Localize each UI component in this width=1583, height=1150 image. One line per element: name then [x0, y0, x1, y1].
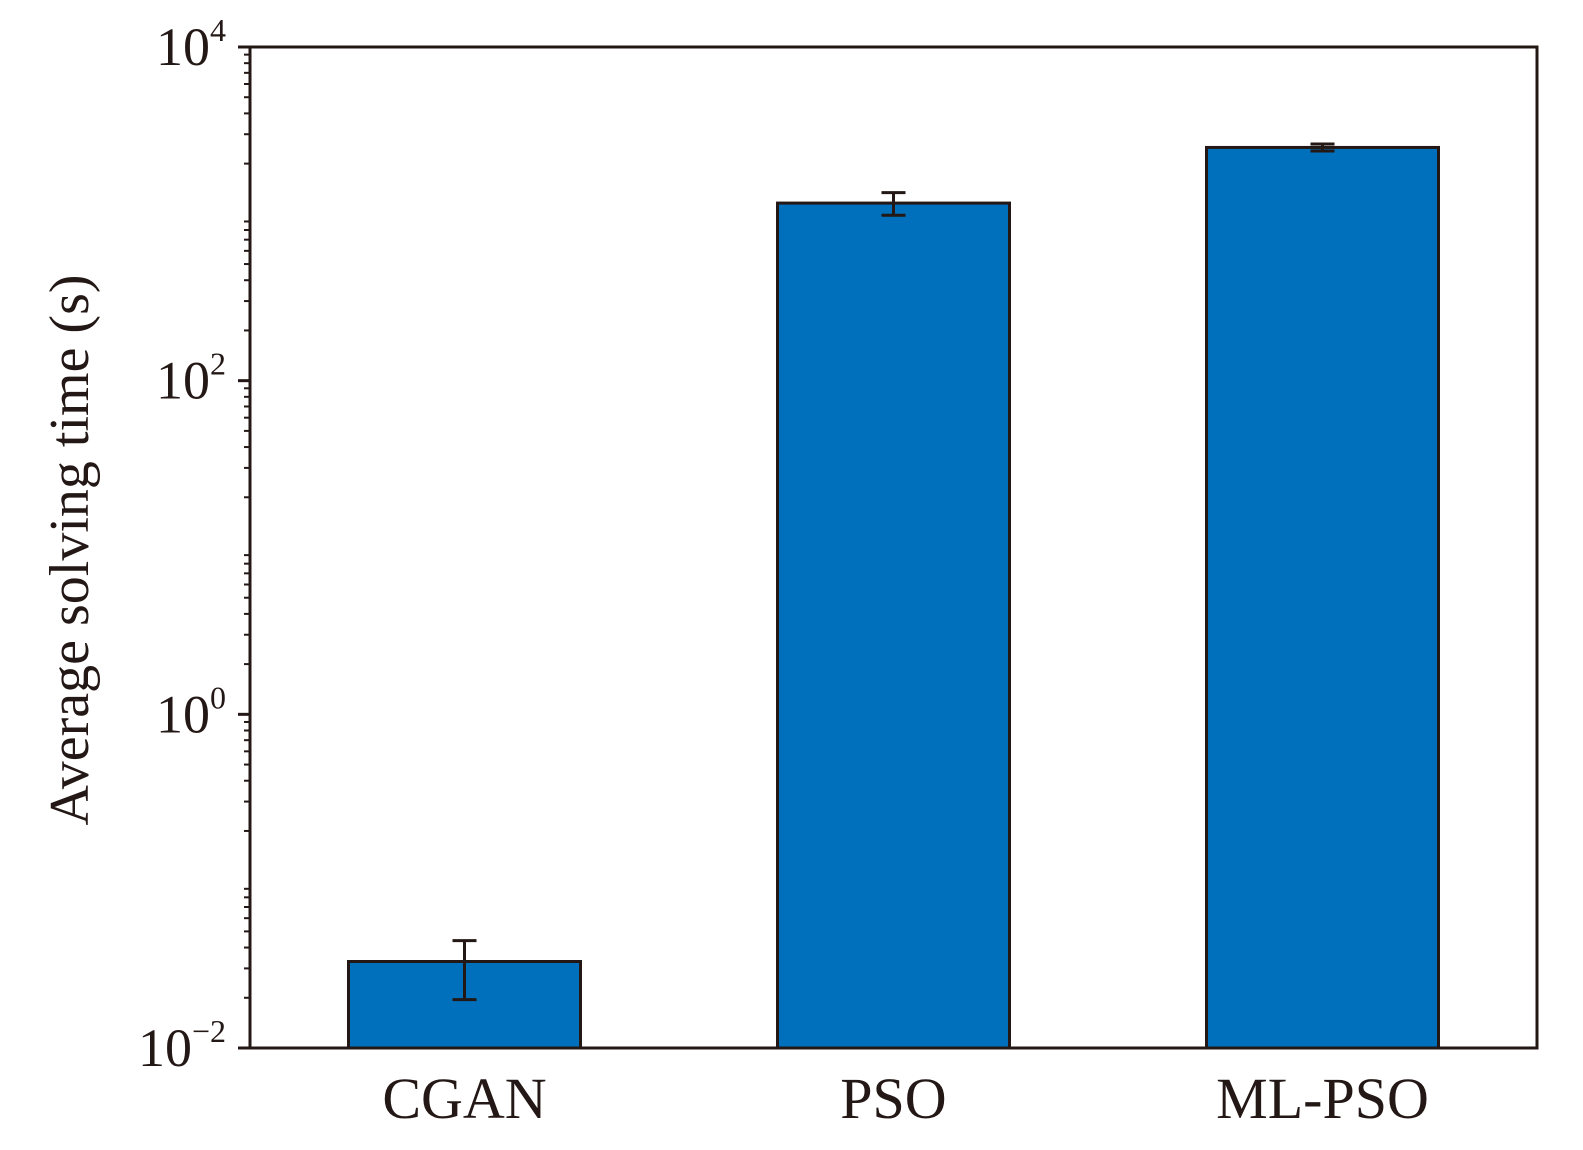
x-tick-labels: CGAN PSO ML-PSO	[382, 1066, 1429, 1131]
error-bar-cgan	[452, 939, 477, 1002]
error-bar-pso	[881, 191, 906, 217]
y-tick-labels: 10−2 100 102 104	[138, 12, 226, 1078]
bars	[347, 145, 1440, 1050]
y-tick-label: 104	[156, 12, 226, 77]
y-axis-label: Average solving time (s)	[39, 274, 101, 825]
bar-pso	[776, 201, 1011, 1050]
y-minor-ticks	[238, 45, 250, 1050]
y-tick-label: 100	[156, 679, 226, 744]
x-tick-label-ml-pso: ML-PSO	[1216, 1066, 1429, 1131]
y-tick-label: 102	[156, 346, 226, 411]
x-tick-label-cgan: CGAN	[382, 1066, 546, 1131]
x-tick-label-pso: PSO	[840, 1066, 946, 1131]
y-tick-label: 10−2	[138, 1013, 226, 1078]
error-bars	[452, 142, 1335, 1002]
error-bar-ml-pso	[1310, 142, 1335, 153]
bar-ml-pso	[1205, 145, 1440, 1050]
